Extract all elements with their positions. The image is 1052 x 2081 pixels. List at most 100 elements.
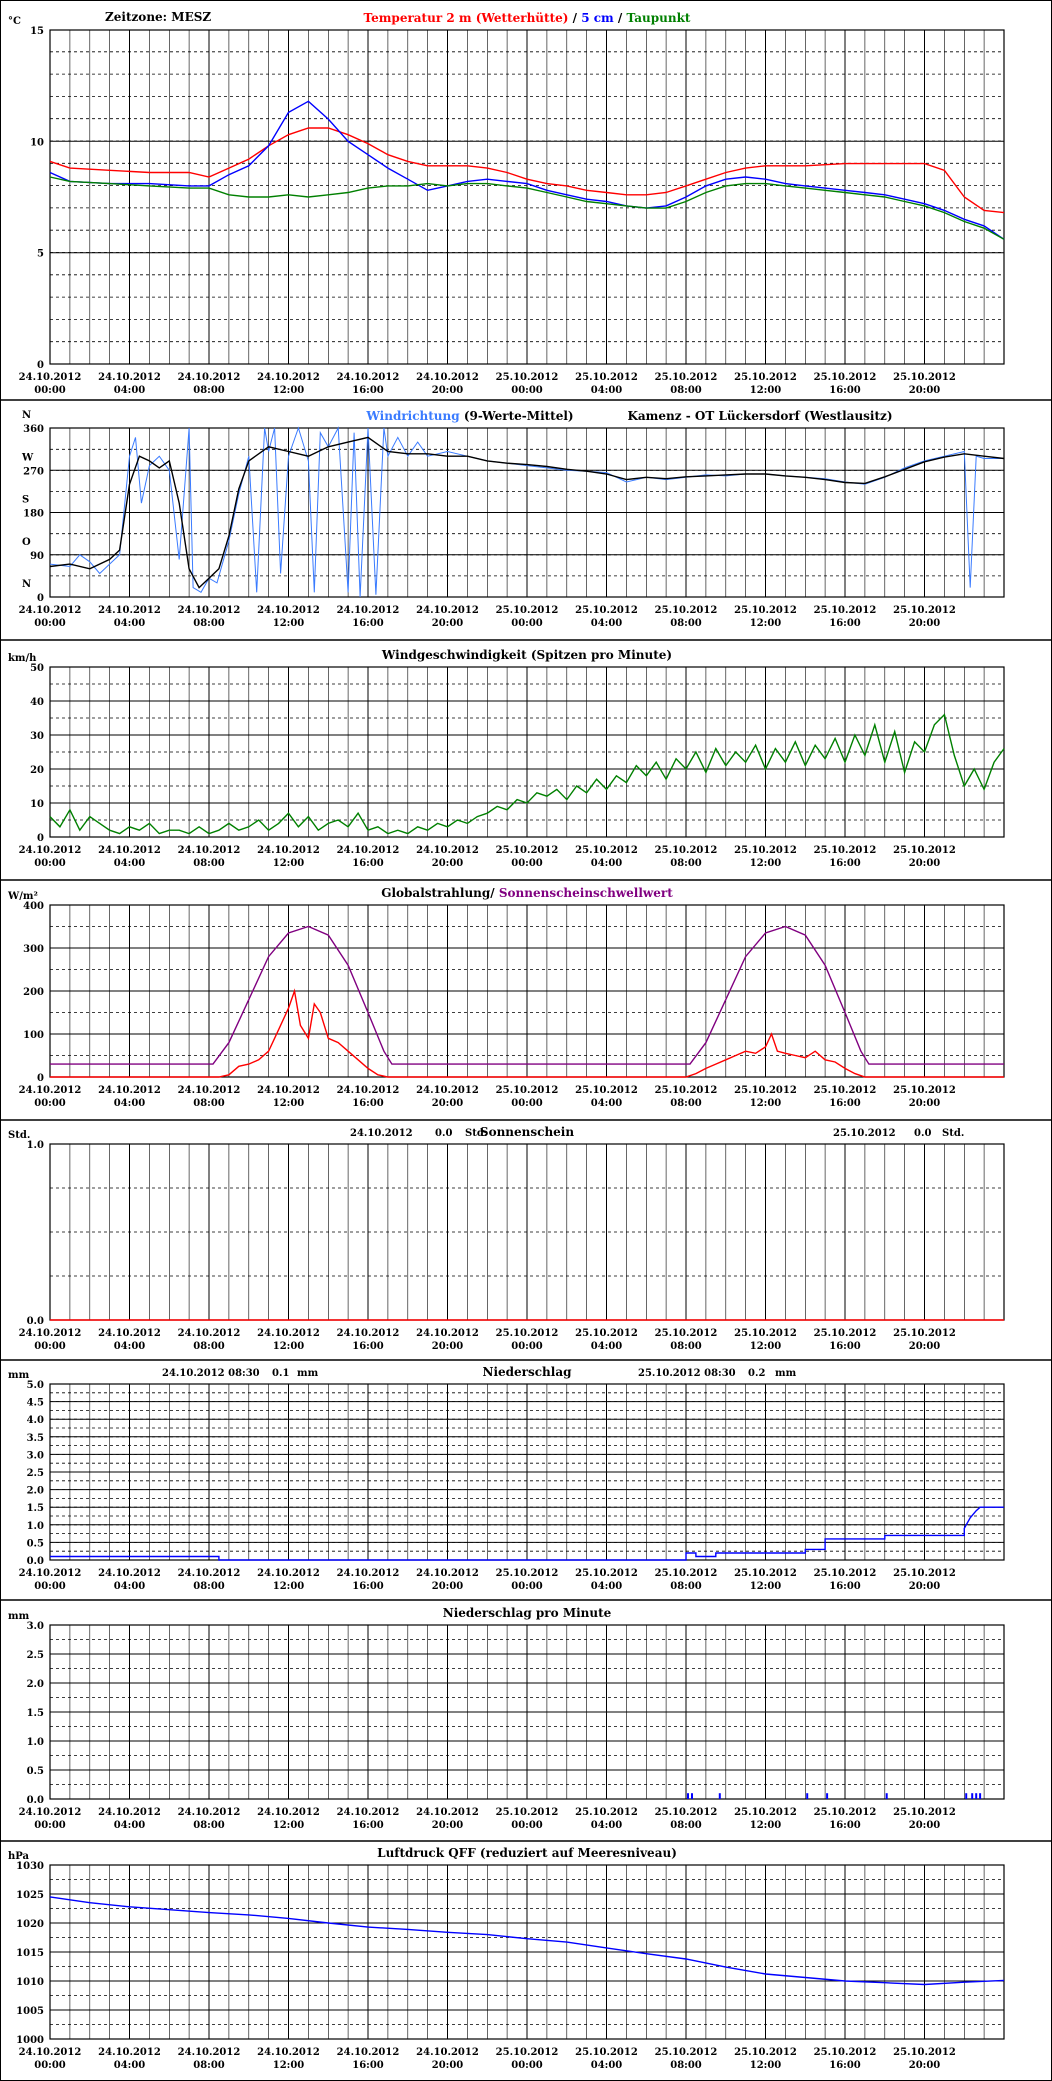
x-tick-date: 25.10.2012 [734,1328,797,1339]
unit-label: mm [8,1370,30,1381]
x-tick-date: 25.10.2012 [893,372,956,383]
x-tick-date: 25.10.2012 [814,372,877,383]
y-tick-label: 40 [30,697,44,708]
x-tick-date: 25.10.2012 [496,1085,559,1096]
x-tick-date: 25.10.2012 [655,1807,718,1818]
unit-label: °C [8,16,21,27]
x-tick-time: 16:00 [829,1581,861,1592]
day-total-label: 24.10.2012 08:30 [162,1368,260,1379]
y-tick-label: 0 [37,1073,44,1084]
x-tick-time: 12:00 [273,1341,305,1352]
x-tick-time: 20:00 [432,1098,464,1109]
x-tick-time: 08:00 [193,1341,225,1352]
chart-title: Niederschlag pro Minute [443,1606,612,1620]
y-tick-label: 1025 [16,1890,44,1901]
x-tick-time: 08:00 [193,1098,225,1109]
y-tick-label: 30 [30,731,44,742]
x-tick-date: 24.10.2012 [178,1328,241,1339]
x-tick-date: 25.10.2012 [575,845,638,856]
y-tick-label: 50 [30,663,44,674]
series-line-temperature-0 [49,127,1005,214]
compass-letter: N [22,410,31,421]
plot-area-precip_per_minute [49,1624,1005,1800]
y-tick-label: 300 [23,944,44,955]
x-tick-date: 24.10.2012 [98,1085,161,1096]
x-tick-time: 16:00 [829,1341,861,1352]
x-tick-time: 20:00 [909,858,941,869]
y-tick-label: 4.0 [27,1415,44,1426]
x-tick-time: 20:00 [432,385,464,396]
y-tick-label: 1020 [16,1919,44,1930]
chart-title: Luftdruck QFF (reduziert auf Meeresnivea… [377,1846,677,1860]
x-tick-time: 04:00 [114,1098,146,1109]
grid-precipitation [50,1383,1004,1561]
unit-label: Std. [8,1130,30,1141]
series-line-wind_direction-1 [49,436,1005,589]
y-tick-label: 2.5 [27,1650,44,1661]
x-tick-time: 08:00 [670,1581,702,1592]
x-tick-date: 25.10.2012 [814,845,877,856]
x-tick-time: 08:00 [193,1820,225,1831]
plot-area-wind_speed [49,666,1005,838]
y-tick-label: 100 [23,1030,44,1041]
x-tick-date: 24.10.2012 [19,2047,82,2058]
x-tick-time: 20:00 [909,1820,941,1831]
plot-area-temperature [49,29,1005,365]
y-tick-label: 10 [30,799,44,810]
x-tick-time: 08:00 [193,2060,225,2071]
chart-title: Sonnenschein [480,1125,574,1139]
x-tick-time: 12:00 [750,1581,782,1592]
x-tick-date: 25.10.2012 [655,605,718,616]
x-tick-time: 20:00 [432,858,464,869]
x-tick-date: 24.10.2012 [257,1568,320,1579]
x-tick-date: 25.10.2012 [496,1807,559,1818]
x-tick-date: 24.10.2012 [337,1328,400,1339]
compass-letter: N [22,579,31,590]
series-line-radiation-0 [50,988,1004,1078]
x-tick-date: 24.10.2012 [337,1568,400,1579]
x-tick-time: 04:00 [591,1581,623,1592]
x-tick-date: 25.10.2012 [814,1568,877,1579]
x-tick-date: 24.10.2012 [178,1568,241,1579]
x-tick-date: 24.10.2012 [337,2047,400,2058]
x-tick-time: 12:00 [273,858,305,869]
x-tick-date: 24.10.2012 [98,2047,161,2058]
x-tick-date: 25.10.2012 [655,2047,718,2058]
x-tick-date: 24.10.2012 [19,1568,82,1579]
x-tick-date: 25.10.2012 [655,1568,718,1579]
x-tick-time: 16:00 [352,2060,384,2071]
x-tick-date: 24.10.2012 [337,605,400,616]
x-tick-time: 12:00 [273,385,305,396]
x-tick-time: 08:00 [670,858,702,869]
x-tick-time: 04:00 [114,1820,146,1831]
x-tick-time: 08:00 [193,618,225,629]
x-tick-date: 24.10.2012 [98,1807,161,1818]
x-tick-time: 04:00 [591,858,623,869]
x-tick-time: 04:00 [591,1098,623,1109]
x-tick-time: 16:00 [352,1341,384,1352]
chart-title: Temperatur 2 m (Wetterhütte) / 5 cm / Ta… [364,11,691,25]
x-tick-date: 24.10.2012 [98,845,161,856]
y-tick-label: 0.0 [27,1556,44,1567]
grid-precip_per_minute [50,1624,1004,1800]
x-tick-time: 08:00 [670,2060,702,2071]
x-tick-date: 24.10.2012 [19,605,82,616]
y-tick-label: 1010 [16,1977,44,1988]
x-tick-date: 24.10.2012 [178,372,241,383]
y-tick-label: 0 [37,360,44,371]
unit-label: hPa [8,1851,30,1862]
y-tick-label: 1015 [16,1948,44,1959]
day-total-value: 0.0 [435,1128,452,1139]
x-tick-time: 12:00 [273,2060,305,2071]
x-tick-time: 16:00 [829,1098,861,1109]
y-tick-label: 3.0 [27,1621,44,1632]
x-tick-time: 04:00 [591,385,623,396]
x-tick-date: 24.10.2012 [178,2047,241,2058]
day-total-value: 0.2 [748,1368,765,1379]
x-tick-time: 16:00 [352,1581,384,1592]
day-total-unit: mm [297,1368,319,1379]
compass-letter: S [22,495,29,506]
